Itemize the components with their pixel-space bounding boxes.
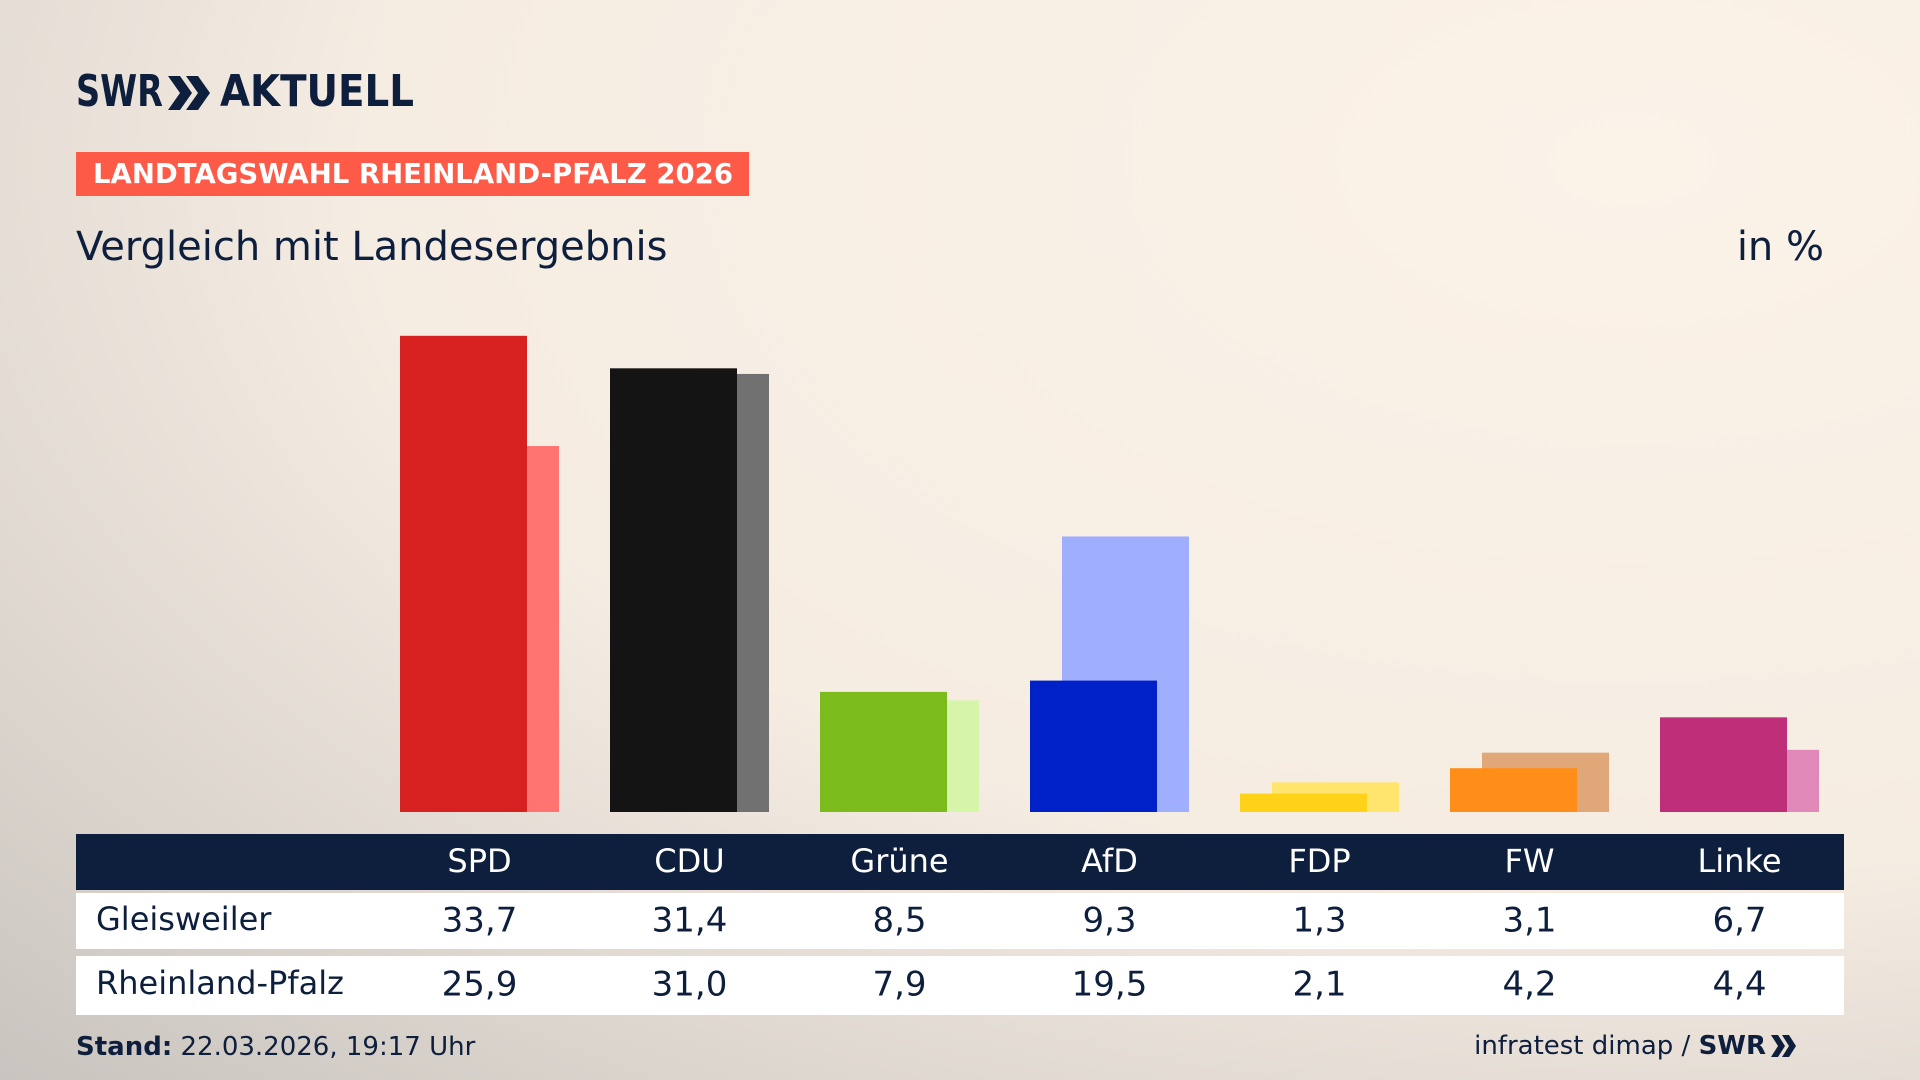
bars bbox=[400, 335, 1819, 812]
bar bbox=[1660, 717, 1787, 812]
value-label: 4,4 bbox=[1712, 965, 1766, 1005]
unit-label: in % bbox=[1737, 224, 1824, 270]
value-label: 1,3 bbox=[1292, 901, 1346, 941]
stand-date: 22.03.2026, 19:17 Uhr bbox=[180, 1032, 475, 1062]
category-label: FDP bbox=[1288, 842, 1350, 880]
logo-brand: SWR bbox=[76, 66, 163, 117]
category-label: AfD bbox=[1081, 842, 1138, 880]
bar bbox=[610, 368, 737, 812]
value-label: 8,5 bbox=[872, 901, 926, 941]
bar bbox=[1030, 680, 1157, 812]
value-label: 19,5 bbox=[1072, 965, 1148, 1005]
value-label: 9,3 bbox=[1082, 901, 1136, 941]
footer-stand: Stand: 22.03.2026, 19:17 Uhr bbox=[76, 1032, 476, 1062]
value-label: 31,4 bbox=[652, 901, 728, 941]
kicker: LANDTAGSWAHL RHEINLAND-PFALZ 2026 bbox=[93, 157, 733, 190]
value-label: 6,7 bbox=[1712, 901, 1766, 941]
source: infratest dimap / bbox=[1474, 1031, 1690, 1061]
table-row bbox=[76, 956, 1844, 1015]
value-label: 25,9 bbox=[442, 965, 518, 1005]
stand-label: Stand: bbox=[76, 1032, 172, 1062]
row-label: Gleisweiler bbox=[96, 900, 272, 938]
category-label: CDU bbox=[654, 842, 724, 880]
value-label: 4,2 bbox=[1502, 965, 1556, 1005]
kicker-box bbox=[76, 152, 749, 196]
bar bbox=[1240, 793, 1367, 812]
chart-title: Vergleich mit Landesergebnis bbox=[76, 224, 667, 270]
footer-arrows bbox=[1771, 1035, 1796, 1057]
category-label: Grüne bbox=[850, 842, 948, 880]
category-label: SPD bbox=[447, 842, 511, 880]
category-label: Linke bbox=[1697, 842, 1781, 880]
bar bbox=[820, 691, 947, 812]
category-label: FW bbox=[1504, 842, 1554, 880]
value-label: 3,1 bbox=[1502, 901, 1556, 941]
table: SPD 33,7 25,9 CDU 31,4 31,0 Grüne 8,5 7,9 AfD 9,3 1… bbox=[96, 842, 1782, 1005]
bar bbox=[400, 335, 527, 812]
value-label: 7,9 bbox=[872, 965, 926, 1005]
table-row bbox=[76, 893, 1844, 949]
row-label: Rheinland-Pfalz bbox=[96, 964, 344, 1002]
footer-source: infratest dimap / SWR bbox=[1474, 1031, 1766, 1061]
bar bbox=[1450, 768, 1577, 812]
table-header bbox=[76, 834, 1844, 890]
value-label: 31,0 bbox=[652, 965, 728, 1005]
logo-product: AKTUELL bbox=[220, 66, 414, 117]
value-label: 2,1 bbox=[1292, 965, 1346, 1005]
value-label: 33,7 bbox=[442, 901, 518, 941]
logo-arrows bbox=[168, 76, 210, 110]
footer-brand: SWR bbox=[1699, 1031, 1766, 1061]
